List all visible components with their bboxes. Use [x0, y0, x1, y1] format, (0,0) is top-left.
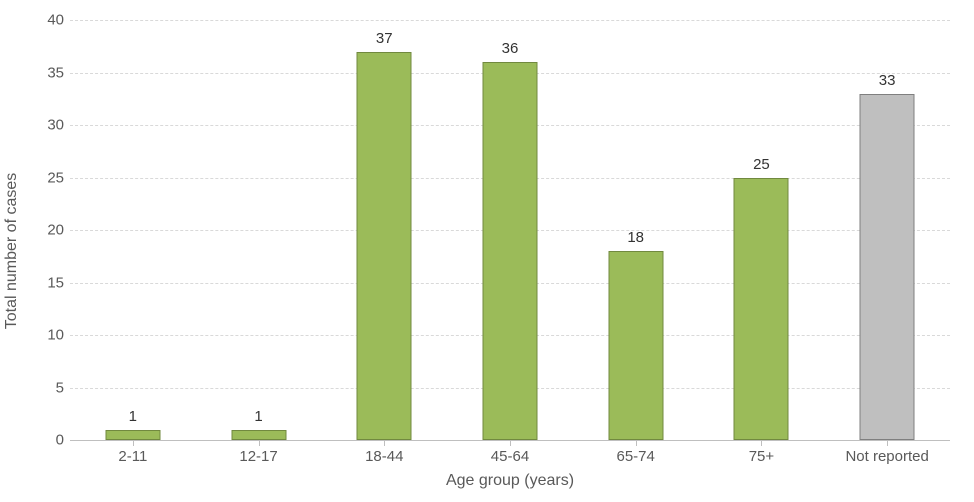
bar-value-label: 33 [861, 72, 914, 95]
x-axis-title: Age group (years) [70, 472, 950, 490]
bar-value-label: 25 [735, 156, 788, 179]
bar: 36 [482, 62, 537, 440]
bar-value-label: 1 [106, 408, 159, 431]
x-tick-label: 18-44 [321, 440, 447, 465]
bar: 33 [860, 94, 915, 441]
x-tick-label: 65-74 [573, 440, 699, 465]
bar: 37 [357, 52, 412, 441]
bar-value-label: 36 [483, 40, 536, 63]
gridline [70, 20, 950, 21]
y-tick-label: 20 [24, 222, 64, 239]
x-tick-label: 12-17 [196, 440, 322, 465]
y-tick-label: 40 [24, 12, 64, 29]
bar: 1 [105, 430, 160, 441]
bar: 18 [608, 251, 663, 440]
y-tick-label: 15 [24, 274, 64, 291]
y-tick-label: 10 [24, 327, 64, 344]
plot-area: 12-11112-173718-443645-641865-742575+33N… [70, 20, 950, 441]
y-tick-label: 0 [24, 432, 64, 449]
bar-value-label: 18 [609, 229, 662, 252]
y-tick-label: 5 [24, 379, 64, 396]
y-axis-title: Total number of cases [3, 173, 21, 330]
x-tick-label: Not reported [824, 440, 950, 465]
x-tick-label: 2-11 [70, 440, 196, 465]
y-tick-label: 25 [24, 169, 64, 186]
x-tick-label: 75+ [699, 440, 825, 465]
bar: 25 [734, 178, 789, 441]
y-tick-label: 30 [24, 117, 64, 134]
bar-value-label: 1 [232, 408, 285, 431]
bar-value-label: 37 [358, 30, 411, 53]
bar: 1 [231, 430, 286, 441]
x-tick-label: 45-64 [447, 440, 573, 465]
bar-chart: Total number of cases 12-11112-173718-44… [0, 0, 974, 502]
y-tick-label: 35 [24, 64, 64, 81]
